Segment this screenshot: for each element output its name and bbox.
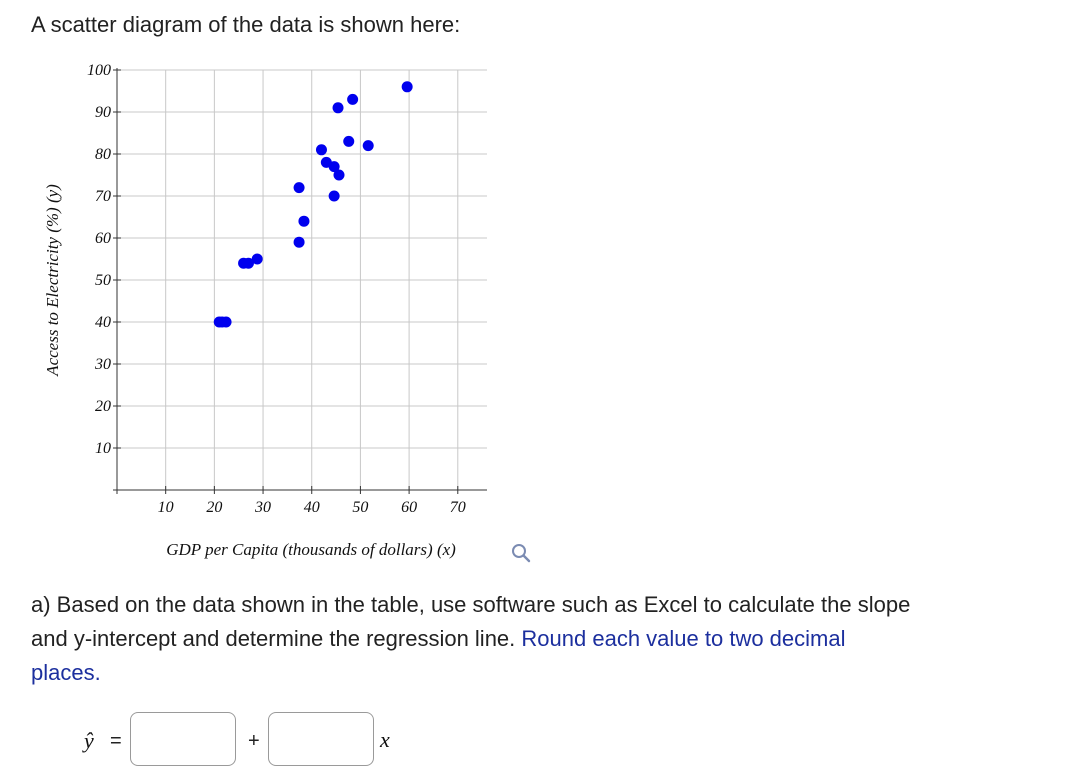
data-point: [315, 144, 327, 156]
data-point: [328, 161, 340, 173]
chart-axes: [113, 68, 487, 494]
data-point: [293, 182, 305, 194]
data-point: [242, 257, 254, 269]
y-tick-label: 100: [87, 62, 111, 79]
scatter-chart: 10 20 30 40 50 60 70 10 20 30 40 50 60 70 80 90 100 GDP …: [43, 62, 487, 559]
slope-input[interactable]: [130, 712, 236, 766]
rounding-instruction: Round each value to two decimal places.: [31, 626, 846, 685]
x-tick-label: 20: [206, 499, 222, 516]
x-tick-label: 50: [352, 499, 368, 516]
x-variable: x: [380, 727, 390, 752]
plus-sign: +: [248, 730, 260, 752]
y-axis-title: Access to Electricity (%) (y): [43, 184, 62, 377]
equals-sign: =: [110, 730, 122, 752]
chart-grid: [117, 69, 487, 490]
y-tick-label: 40: [95, 314, 111, 331]
data-point: [401, 81, 413, 93]
y-tick-label: 90: [95, 104, 111, 121]
y-tick-label: 60: [95, 230, 111, 247]
intro-text: A scatter diagram of the data is shown h…: [31, 12, 461, 37]
chart-ticks: 10 20 30 40 50 60 70 10 20 30 40 50 60 70 80 90 100: [87, 62, 466, 516]
data-point: [332, 102, 344, 114]
data-point: [333, 169, 345, 181]
data-point: [298, 215, 310, 227]
data-point: [343, 135, 355, 147]
y-tick-label: 70: [95, 188, 111, 205]
regression-equation: ŷ = + x: [78, 712, 478, 770]
y-hat-symbol: ŷ: [84, 728, 94, 753]
question-text: a) Based on the data shown in the table,…: [31, 588, 911, 690]
data-point: [293, 236, 305, 248]
chart-points: [213, 81, 413, 328]
intercept-input[interactable]: [268, 712, 374, 766]
x-axis-title: GDP per Capita (thousands of dollars) (x…: [166, 540, 456, 559]
data-point: [328, 190, 340, 202]
data-point: [251, 253, 263, 265]
y-tick-label: 50: [95, 272, 111, 289]
data-point: [220, 316, 232, 328]
y-tick-label: 30: [94, 356, 111, 373]
question-prefix: a) Based on the data shown in the table,…: [31, 592, 911, 651]
x-tick-label: 70: [450, 499, 466, 516]
x-tick-label: 10: [158, 499, 174, 516]
magnifier-icon[interactable]: [510, 542, 532, 564]
y-tick-label: 10: [95, 440, 111, 457]
x-tick-label: 60: [401, 499, 417, 516]
data-point: [362, 140, 374, 152]
y-tick-label: 80: [95, 146, 111, 163]
data-point: [347, 93, 359, 105]
x-tick-label: 40: [304, 499, 320, 516]
x-tick-label: 30: [254, 499, 271, 516]
y-tick-label: 20: [95, 398, 111, 415]
